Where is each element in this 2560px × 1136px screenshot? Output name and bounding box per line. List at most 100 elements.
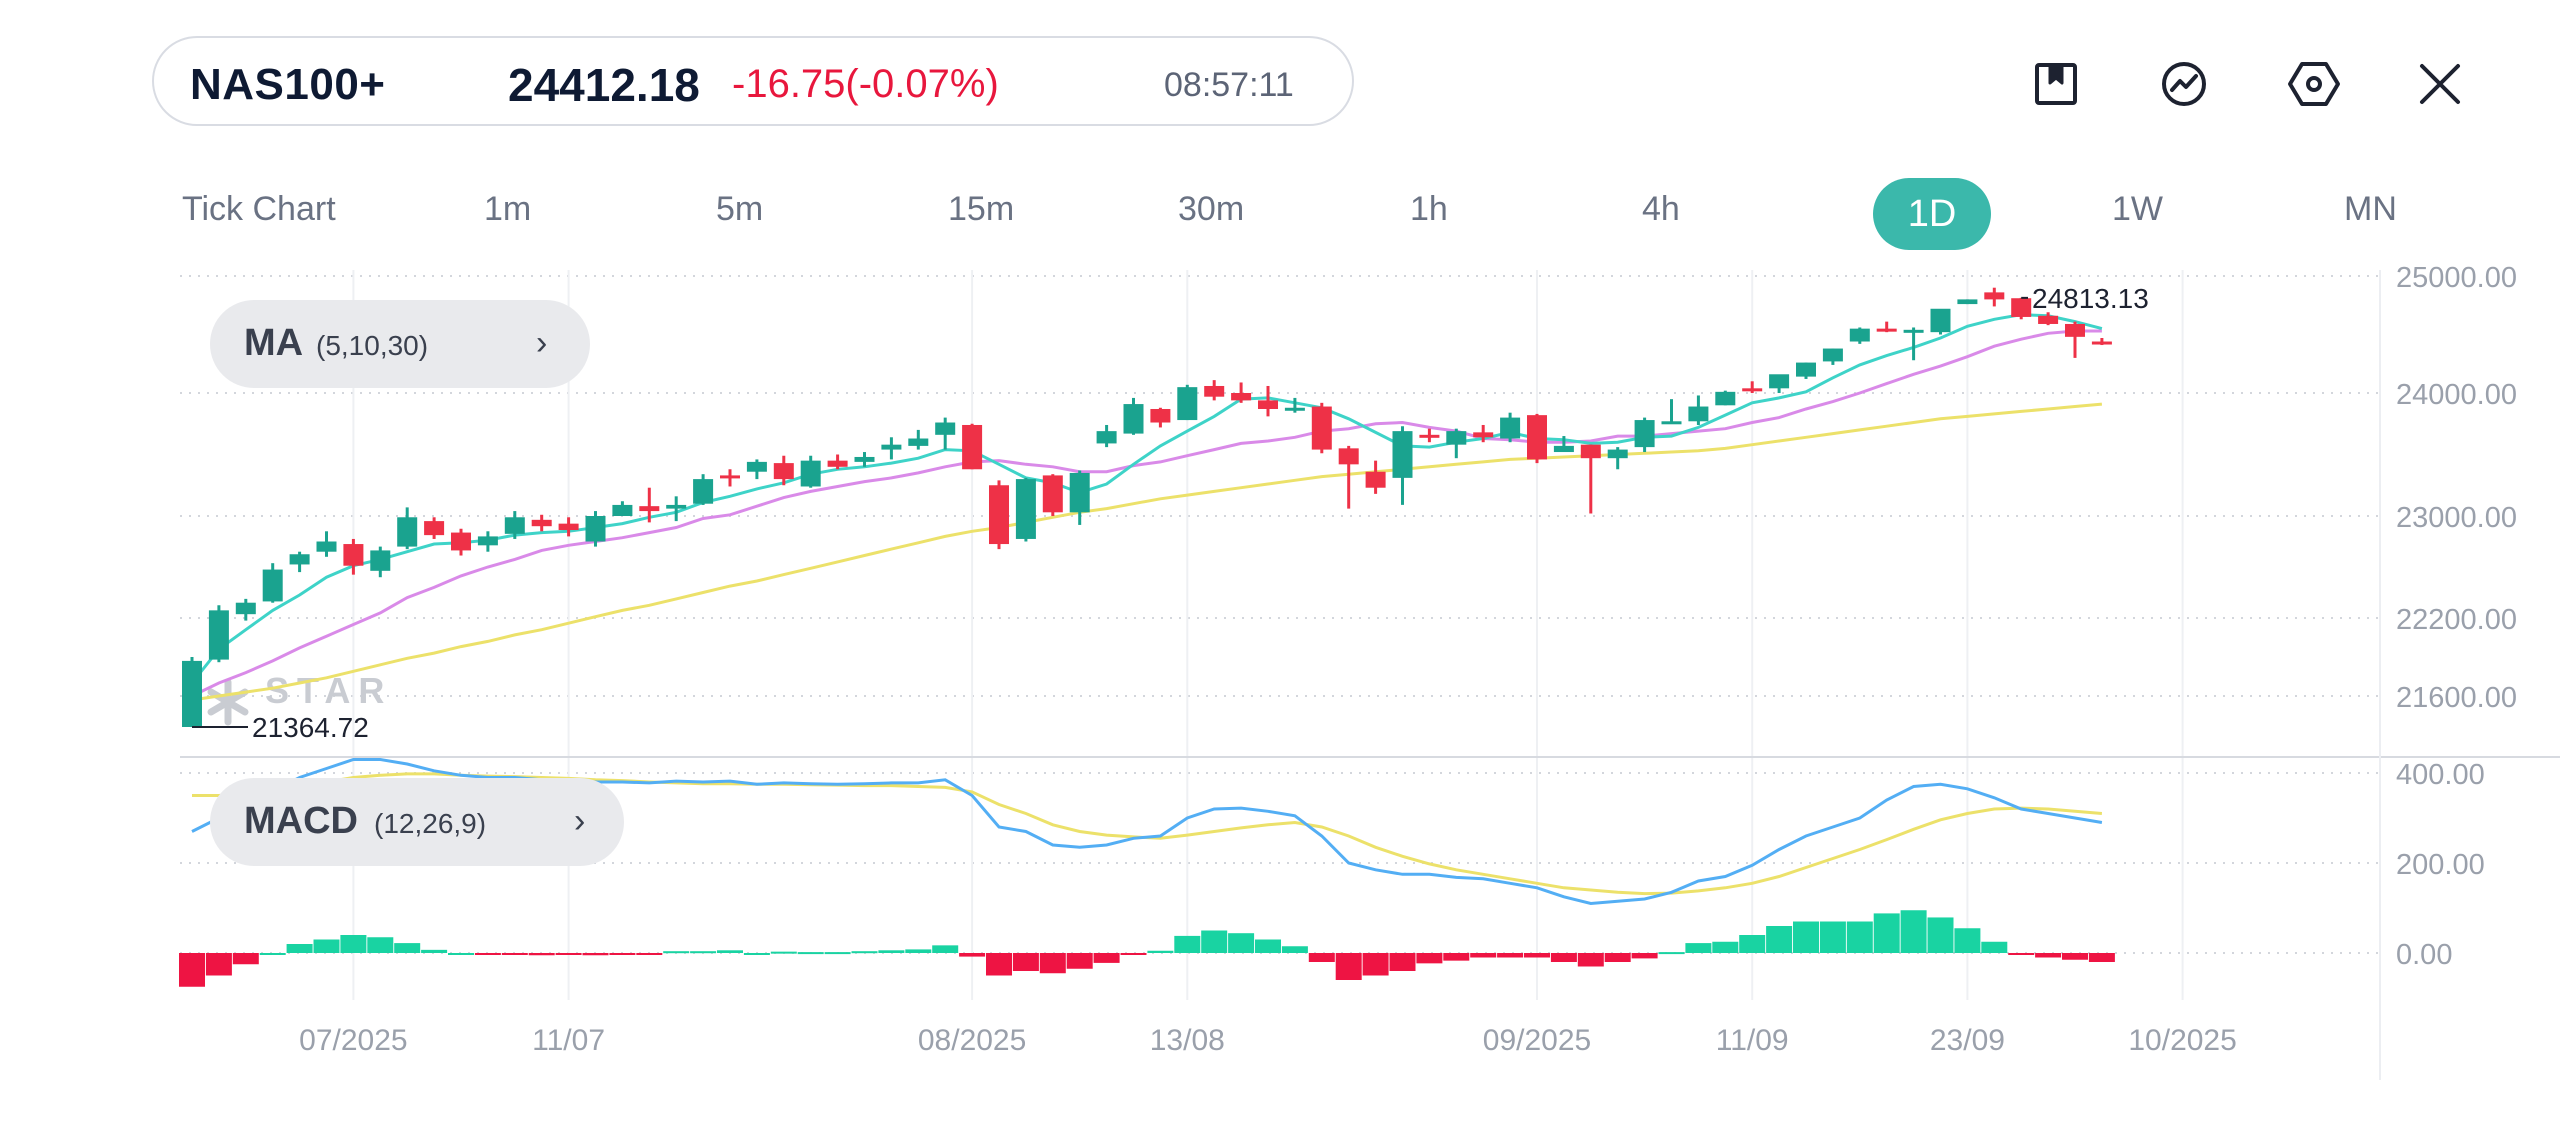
candle: [558, 517, 579, 537]
candle-body: [1715, 391, 1736, 406]
min-price-label: 21364.72: [252, 712, 369, 743]
candle-body: [1661, 421, 1682, 425]
candle: [989, 480, 1009, 550]
candle-body: [666, 504, 687, 509]
macd-bar: [367, 937, 394, 953]
macd-bar: [1846, 921, 1873, 953]
price-tick-label: 25000.00: [2396, 262, 2517, 294]
macd-indicator-pill[interactable]: MACD (12,26,9) ›: [210, 778, 624, 866]
symbol-label: NAS100+: [190, 60, 386, 109]
bookmark-icon[interactable]: [2028, 56, 2084, 112]
macd-bar: [1712, 941, 1739, 953]
macd-bar: [743, 953, 770, 955]
ma-indicator-pill[interactable]: MA (5,10,30) ›: [210, 300, 590, 388]
candle-body: [531, 519, 552, 527]
tab-1m[interactable]: 1m: [484, 190, 532, 228]
macd-tick-label: 0.00: [2396, 939, 2452, 971]
macd-bar: [1631, 953, 1658, 959]
candle: [1446, 428, 1467, 459]
tab-mn[interactable]: MN: [2344, 190, 2397, 228]
candle-body: [1096, 431, 1117, 444]
macd-bar: [851, 951, 878, 954]
macd-bar: [1255, 939, 1281, 953]
candle-body: [1580, 444, 1601, 459]
candle: [504, 511, 525, 539]
candle-body: [2091, 341, 2112, 345]
macd-bar: [1228, 933, 1255, 953]
candle: [854, 452, 875, 467]
settings-hexagon-icon[interactable]: [2286, 56, 2342, 112]
candle: [773, 455, 794, 486]
candle-body: [854, 456, 875, 462]
candle-body: [1069, 472, 1090, 513]
candle-body: [585, 516, 606, 542]
candle: [1661, 399, 1682, 425]
macd-lines: [191, 758, 2103, 906]
candle-body: [639, 506, 660, 512]
candle-body: [1177, 387, 1198, 421]
tab-1w[interactable]: 1W: [2112, 190, 2163, 228]
candle: [800, 455, 821, 488]
candle-body: [1123, 404, 1144, 434]
macd-bar: [636, 953, 663, 955]
candle: [531, 514, 552, 532]
time-tick-label: 07/2025: [299, 1024, 407, 1057]
ma-name: MA: [244, 322, 304, 364]
macd-bar: [1766, 926, 1793, 953]
candle: [262, 563, 283, 603]
tab-5m[interactable]: 5m: [716, 190, 764, 228]
candle-body: [1419, 434, 1440, 438]
ma-params: (5,10,30): [316, 330, 429, 361]
candle-body: [1876, 328, 1897, 332]
candle: [1042, 474, 1063, 516]
candle: [1634, 417, 1655, 453]
candle-body: [720, 475, 740, 479]
tab-1h[interactable]: 1h: [1410, 190, 1448, 228]
candle-body: [1957, 299, 1978, 305]
macd-bar: [1470, 953, 1497, 958]
candle: [827, 454, 848, 470]
candle-body: [800, 460, 821, 487]
candle-body: [1150, 408, 1171, 423]
candle-body: [1984, 292, 2005, 300]
candle-body: [424, 521, 445, 536]
candle-body: [2065, 323, 2085, 337]
candle-body: [773, 463, 794, 480]
candle-body: [1311, 406, 1332, 450]
price-tick-label: 24000.00: [2396, 379, 2517, 411]
candle: [1177, 384, 1198, 421]
close-icon[interactable]: [2412, 56, 2468, 112]
tab-1d[interactable]: 1D: [1873, 178, 1991, 250]
candle: [451, 528, 471, 556]
macd-bar: [501, 953, 528, 955]
tab-15m[interactable]: 15m: [948, 190, 1015, 228]
tab-30m[interactable]: 30m: [1178, 190, 1245, 228]
candle: [1473, 424, 1494, 443]
candle-body: [693, 479, 714, 504]
chart-trend-icon[interactable]: [2156, 56, 2212, 112]
macd-bar: [797, 952, 824, 955]
tab-tick-chart[interactable]: Tick Chart: [182, 190, 336, 228]
candle-body: [746, 461, 767, 472]
candle: [1527, 413, 1547, 464]
macd-bar: [1120, 953, 1147, 955]
candle-body: [343, 544, 364, 566]
candle-body: [1284, 407, 1305, 411]
candle: [1742, 381, 1763, 393]
candle: [316, 531, 337, 557]
candle: [1258, 385, 1278, 417]
macd-bar: [1497, 953, 1524, 958]
macd-bar: [1012, 953, 1039, 971]
candle: [881, 437, 902, 460]
tab-4h[interactable]: 4h: [1642, 190, 1680, 228]
macd-bar: [1524, 953, 1550, 958]
candle-body: [1769, 374, 1790, 389]
candle: [1015, 477, 1036, 542]
macd-bar: [448, 953, 474, 955]
candle-body: [370, 550, 391, 571]
macd-bar: [1819, 921, 1846, 953]
macd-bar: [1685, 943, 1712, 953]
macd-bar: [1335, 953, 1362, 980]
ticker-summary: NAS100+ 24412.18 -16.75(-0.07%) 08:57:11: [152, 36, 1354, 126]
